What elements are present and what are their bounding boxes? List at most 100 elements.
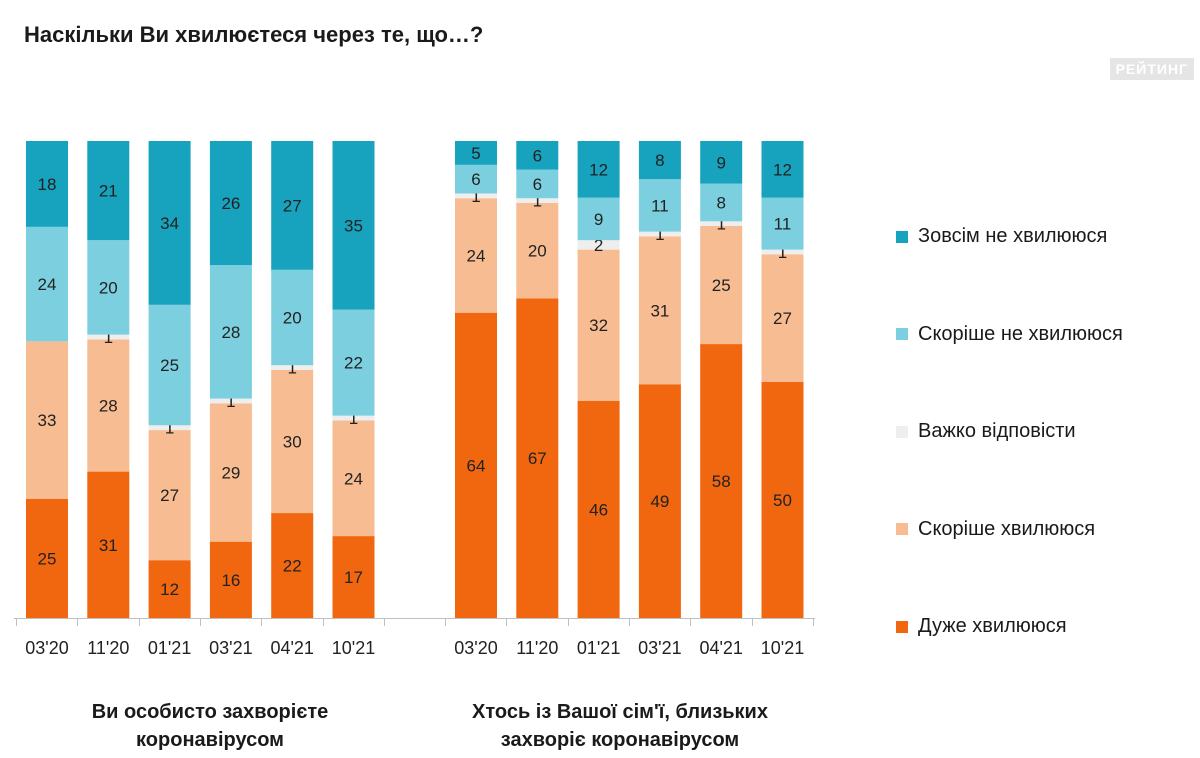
x-tick-label: 11'20: [516, 638, 558, 658]
data-label: 30: [283, 433, 302, 452]
brand-logo: РЕЙТИНГ: [1109, 58, 1194, 80]
data-label: 6: [533, 146, 542, 165]
bar-segment-zovsim-ne: [455, 141, 497, 165]
data-label: 16: [221, 571, 240, 590]
x-tick-label: 03'20: [25, 638, 68, 658]
bar-segment-zovsim-ne: [700, 141, 743, 184]
data-label: 1: [533, 192, 542, 211]
legend-swatch: [896, 620, 908, 633]
bar-segment-zovsim-ne: [271, 141, 314, 270]
bar-segment-skorishe-ne: [577, 197, 620, 241]
data-label: 31: [99, 536, 118, 555]
bar-segment-duzhe: [577, 400, 620, 618]
data-label: 27: [773, 309, 792, 328]
bar-segment-skorishe-ne: [332, 309, 375, 416]
legend-item-vazhko: Важко відповісти: [896, 383, 1196, 481]
x-tick-label: 10'21: [332, 638, 375, 658]
data-label: 12: [589, 160, 608, 179]
group-label-left-line2: коронавірусом: [136, 729, 284, 751]
data-label: 32: [589, 316, 608, 335]
x-tick-label: 01'21: [148, 638, 191, 658]
data-label: 6: [471, 170, 480, 189]
legend: Зовсім не хвилююся Скоріше не хвилююся В…: [896, 188, 1196, 676]
bar-segment-skorishe-ne: [148, 304, 191, 426]
bar-segment-duzhe: [87, 471, 130, 618]
bar-segment-vazhko: [148, 425, 191, 431]
data-label: 11: [651, 196, 669, 215]
data-label: 1: [349, 409, 358, 428]
bar-segment-vazhko: [455, 193, 497, 199]
bar-segment-duzhe: [761, 381, 804, 618]
data-label: 1: [287, 359, 296, 378]
data-label: 34: [160, 214, 179, 233]
data-label: 24: [467, 246, 486, 265]
data-label: 1: [226, 392, 235, 411]
data-label: 20: [283, 308, 302, 327]
data-label: 29: [221, 464, 240, 483]
group-label-right-line1: Хтось із Вашої сім'ї, близьких: [472, 701, 768, 723]
bar-segment-duzhe: [26, 498, 68, 618]
legend-item-skorishe-ne: Скоріше не хвилююся: [896, 286, 1196, 384]
data-label: 49: [650, 492, 669, 511]
data-label: 20: [99, 278, 118, 297]
data-label: 1: [165, 419, 174, 438]
x-tick-label: 03'21: [638, 638, 681, 658]
bar-segment-skorishe-ne: [87, 240, 130, 335]
bar-segment-skorishe: [700, 226, 743, 345]
bar-segment-zovsim-ne: [761, 141, 804, 198]
x-tick-label: 11'20: [87, 638, 129, 658]
legend-item-duzhe: Дуже хвилююся: [896, 578, 1196, 676]
legend-item-zovsim-ne: Зовсім не хвилююся: [896, 188, 1196, 286]
bar-segment-skorishe-ne: [516, 169, 559, 199]
group-label-left: Ви особисто захворієте коронавірусом: [40, 698, 380, 754]
bar-segment-duzhe: [148, 560, 191, 618]
data-label: 2: [594, 236, 603, 255]
bar-segment-vazhko: [700, 221, 743, 227]
x-tick-label: 04'21: [699, 638, 742, 658]
legend-label: Зовсім не хвилююся: [918, 225, 1108, 248]
bar-segment-skorishe-ne: [209, 265, 252, 399]
data-label: 1: [104, 328, 113, 347]
bar-segment-skorishe: [638, 236, 681, 385]
data-label: 1: [655, 225, 664, 244]
bar-segment-skorishe: [516, 203, 559, 299]
bar-segment-vazhko: [87, 334, 130, 340]
legend-item-skorishe: Скоріше хвилююся: [896, 481, 1196, 579]
legend-swatch: [896, 523, 908, 536]
data-label: 22: [283, 557, 302, 576]
bar-segment-duzhe: [516, 298, 559, 618]
bar-segment-skorishe: [26, 341, 68, 499]
data-label: 25: [38, 549, 57, 568]
bar-segment-skorishe-ne: [761, 197, 804, 250]
x-tick-label: 03'20: [454, 638, 497, 658]
bar-segment-duzhe: [332, 536, 375, 618]
bar-segment-vazhko: [638, 231, 681, 237]
data-label: 6: [533, 175, 542, 194]
data-label: 24: [38, 275, 57, 294]
bar-segment-zovsim-ne: [332, 141, 375, 310]
bar-segment-zovsim-ne: [148, 141, 191, 305]
bar-segment-skorishe: [271, 369, 314, 514]
bar-segment-zovsim-ne: [26, 141, 68, 227]
data-label: 46: [589, 500, 608, 519]
data-label: 50: [773, 491, 792, 510]
legend-label: Важко відповісти: [918, 420, 1076, 443]
data-label: 27: [160, 486, 179, 505]
data-label: 26: [221, 194, 240, 213]
bar-segment-duzhe: [700, 344, 743, 618]
data-label: 35: [344, 216, 363, 235]
data-label: 5: [471, 144, 480, 163]
data-label: 1: [716, 215, 725, 234]
bar-segment-skorishe-ne: [638, 179, 681, 232]
x-tick-label: 03'21: [209, 638, 252, 658]
data-label: 12: [773, 160, 792, 179]
bar-segment-skorishe: [577, 249, 620, 401]
bar-segment-skorishe-ne: [700, 183, 743, 222]
bar-segment-zovsim-ne: [577, 141, 620, 198]
x-tick-label: 10'21: [761, 638, 804, 658]
data-label: 27: [283, 196, 302, 215]
data-label: 9: [716, 153, 725, 172]
bar-segment-zovsim-ne: [516, 141, 559, 170]
bar-segment-vazhko: [271, 365, 314, 370]
bar-segment-skorishe: [87, 339, 130, 472]
